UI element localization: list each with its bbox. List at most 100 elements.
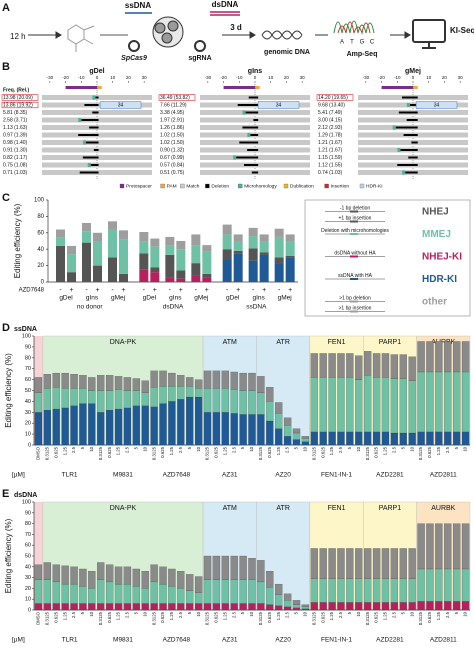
bar-segment bbox=[337, 431, 345, 446]
x-tick-label: + bbox=[179, 287, 183, 294]
bar-segment bbox=[275, 594, 283, 606]
bar-segment bbox=[275, 605, 283, 611]
bar-segment bbox=[346, 353, 354, 378]
concentration-label: 2.5 bbox=[178, 446, 183, 453]
bar-segment bbox=[461, 523, 470, 570]
bar-segment bbox=[114, 389, 123, 410]
bar-segment bbox=[399, 378, 407, 434]
bar-segment bbox=[168, 586, 176, 604]
bar-segment bbox=[283, 436, 292, 446]
bar-segment bbox=[310, 431, 318, 446]
bar-segment bbox=[408, 578, 416, 603]
bar-segment bbox=[191, 234, 201, 246]
concentration-label: 5 bbox=[133, 446, 138, 449]
bar-segment bbox=[461, 371, 470, 433]
bar-segment bbox=[239, 414, 247, 446]
bar-segment bbox=[97, 412, 105, 446]
bar-segment bbox=[435, 341, 443, 373]
bar-segment bbox=[141, 405, 149, 446]
bar-segment bbox=[105, 564, 114, 583]
concentration-label: 0.625 bbox=[320, 446, 325, 457]
nuclease-label: SpCas9 bbox=[121, 55, 147, 62]
target-region bbox=[416, 501, 471, 611]
bar-segment bbox=[274, 263, 284, 282]
highlight-box bbox=[158, 94, 196, 101]
bar-segment bbox=[453, 568, 461, 602]
control-region bbox=[34, 502, 43, 610]
bar-segment bbox=[372, 353, 381, 378]
bar-segment bbox=[266, 401, 274, 422]
bar-segment bbox=[159, 603, 167, 611]
panel-label: A bbox=[2, 2, 10, 14]
target-label: ATR bbox=[276, 505, 289, 512]
bar-segment bbox=[43, 374, 51, 389]
concentration-label: 10 bbox=[409, 446, 414, 451]
panel-label: E bbox=[2, 488, 9, 500]
compound-label: AZD2811 bbox=[430, 472, 457, 479]
x-tick-label: -30 bbox=[363, 75, 370, 80]
microhomology bbox=[397, 148, 401, 152]
concentration-label: 0.625 bbox=[160, 611, 165, 622]
frequency-label: 0.90 (1.32) bbox=[160, 147, 185, 153]
x-tick-label: -10 bbox=[394, 75, 401, 80]
x-tick-label: - bbox=[252, 287, 255, 294]
legend-label: PAM bbox=[167, 184, 177, 190]
bar-segment bbox=[372, 578, 381, 603]
bar-segment bbox=[408, 380, 416, 434]
legend-description: >1 bp deletion bbox=[339, 295, 371, 301]
bar-segment bbox=[43, 388, 51, 411]
legend-label: Deletion bbox=[211, 184, 229, 190]
deletion bbox=[79, 171, 99, 174]
bar-segment bbox=[248, 227, 258, 237]
concentration-label: 0.3125 bbox=[258, 611, 263, 625]
y-tick-label: 70 bbox=[25, 366, 31, 372]
frequency-label: 1.97 (2.91) bbox=[160, 117, 185, 123]
bar-segment bbox=[105, 581, 114, 604]
bar-segment bbox=[319, 353, 327, 378]
microhomology bbox=[87, 163, 91, 167]
bar-segment bbox=[257, 581, 265, 604]
bar-segment bbox=[259, 241, 269, 253]
concentration-label: 0.3125 bbox=[205, 611, 210, 625]
bar-segment bbox=[177, 399, 185, 446]
bar-segment bbox=[105, 603, 114, 611]
legend-name: NHEJ-KI bbox=[422, 252, 462, 263]
bar-segment bbox=[202, 277, 212, 282]
concentration-label: 0.3125 bbox=[98, 611, 103, 625]
bar-segment bbox=[56, 237, 65, 246]
x-tick-label: + bbox=[288, 287, 292, 294]
panel-label: D bbox=[2, 322, 10, 334]
concentration-label: 0.3125 bbox=[98, 446, 103, 460]
bar-segment bbox=[97, 390, 105, 413]
bar-segment bbox=[461, 568, 470, 602]
bar-segment bbox=[257, 392, 265, 415]
bar-segment bbox=[257, 376, 265, 393]
bar-segment bbox=[61, 372, 69, 389]
x-tick-label: -20 bbox=[220, 75, 227, 80]
bar-segment bbox=[233, 234, 243, 241]
bar-segment bbox=[168, 568, 176, 587]
bar-segment bbox=[150, 603, 158, 611]
x-tick-label: + bbox=[121, 287, 125, 294]
deletion bbox=[239, 141, 259, 144]
bar-segment bbox=[222, 249, 232, 260]
bar-segment bbox=[203, 603, 212, 611]
y-tick-label: 0 bbox=[41, 280, 45, 286]
concentration-label: 10 bbox=[249, 446, 254, 451]
concentration-label: 2.5 bbox=[71, 446, 76, 453]
bar-segment bbox=[139, 253, 149, 270]
x-tick-label: gIns bbox=[169, 295, 182, 302]
bar-segment bbox=[364, 602, 372, 611]
deletion bbox=[403, 134, 418, 136]
bar-segment bbox=[328, 431, 336, 446]
bar-segment bbox=[285, 234, 295, 241]
workflow-shapes bbox=[28, 11, 446, 52]
x-tick-label: -10 bbox=[78, 75, 85, 80]
bar-segment bbox=[67, 245, 76, 255]
bar-segment bbox=[194, 379, 203, 389]
concentration-label: 0.3125 bbox=[365, 611, 370, 625]
legend-description: >1 bp insertion bbox=[339, 305, 372, 311]
bar-segment bbox=[301, 436, 310, 439]
bar-segment bbox=[364, 351, 372, 376]
bar-segment bbox=[259, 254, 269, 282]
